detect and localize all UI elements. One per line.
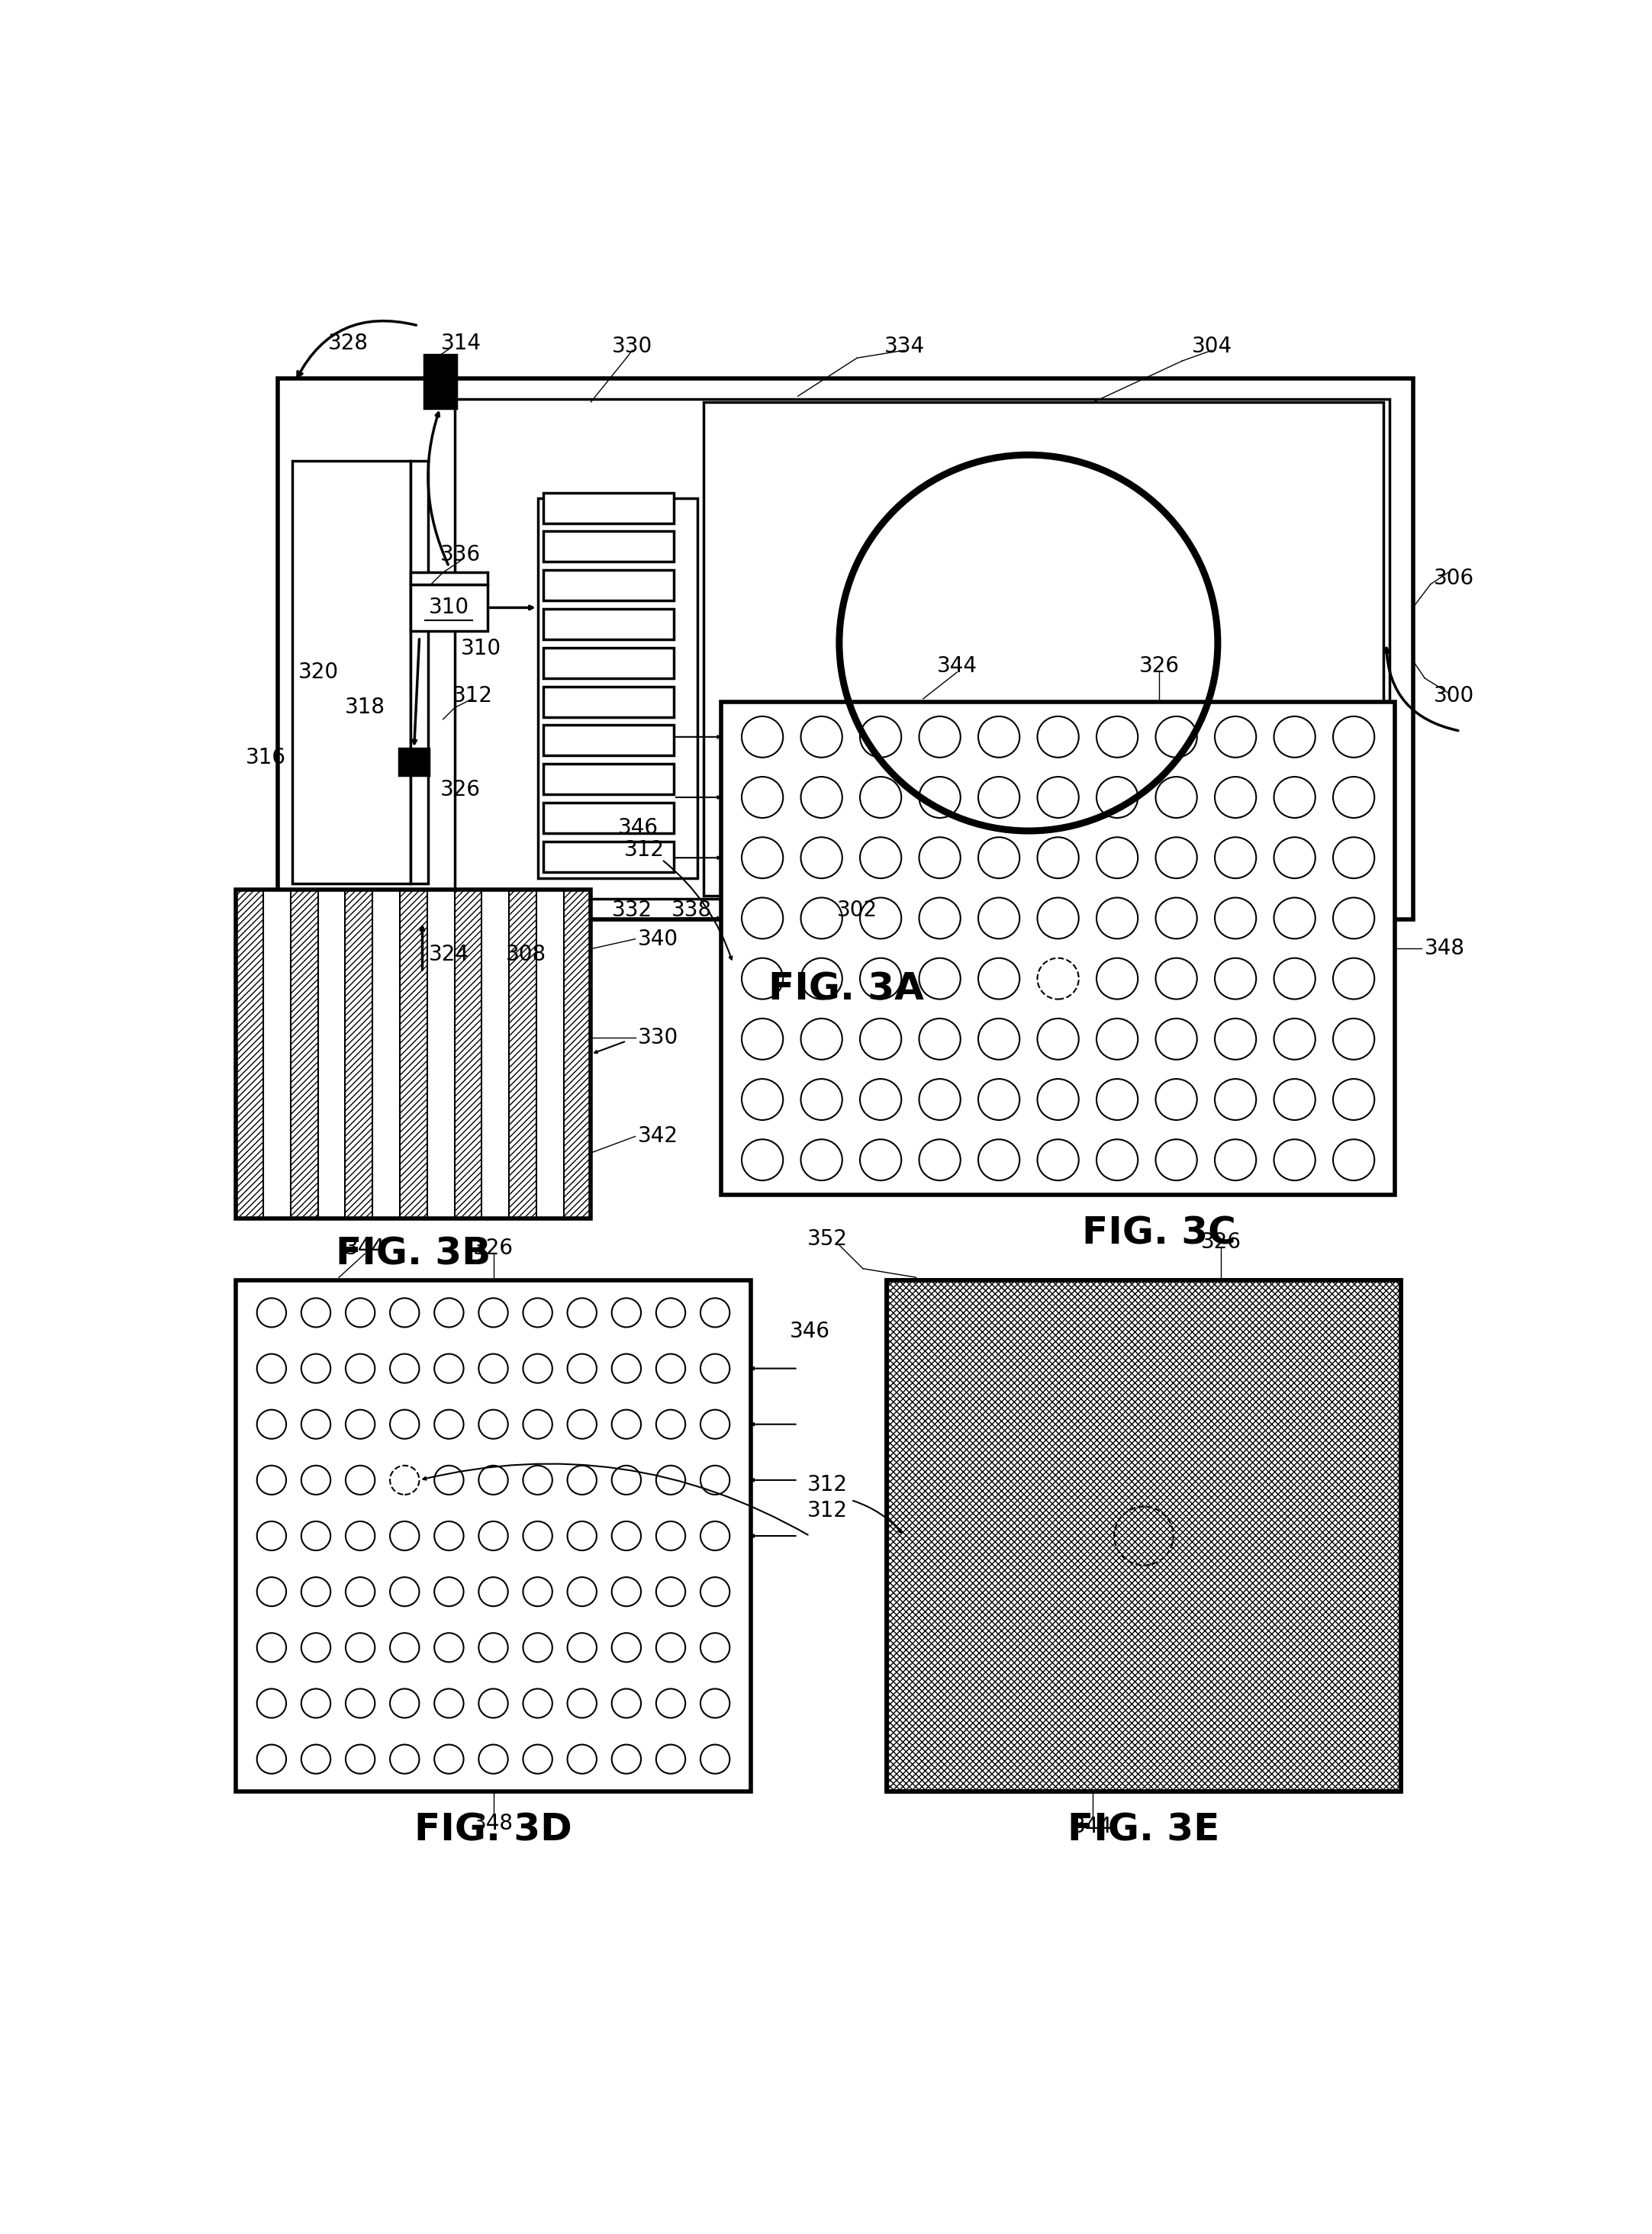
Text: 326: 326	[472, 1238, 514, 1258]
Text: 316: 316	[246, 746, 286, 768]
Text: 334: 334	[884, 335, 925, 357]
Bar	[704, 402, 1383, 896]
Bar	[720, 701, 1396, 1195]
Text: 318: 318	[345, 697, 385, 717]
Text: 344: 344	[345, 1238, 385, 1258]
Bar	[537, 498, 697, 878]
Bar	[410, 572, 487, 583]
Text: 344: 344	[937, 657, 978, 677]
Text: 340: 340	[638, 929, 679, 949]
Text: 348: 348	[472, 1814, 514, 1834]
Text: 330: 330	[611, 335, 653, 357]
Bar	[544, 764, 674, 795]
Bar	[544, 610, 674, 639]
Text: 346: 346	[790, 1320, 829, 1343]
Text: FIG. 3E: FIG. 3E	[1067, 1812, 1219, 1848]
Bar	[425, 355, 456, 409]
Text: 326: 326	[1201, 1231, 1241, 1253]
Text: 344: 344	[1072, 1816, 1112, 1836]
Text: 308: 308	[506, 943, 547, 965]
Text: 330: 330	[638, 1028, 679, 1048]
Text: FIG. 3B: FIG. 3B	[335, 1235, 491, 1271]
Bar	[887, 1280, 1401, 1792]
Text: 352: 352	[808, 1229, 847, 1249]
Bar	[454, 400, 1389, 898]
Bar	[236, 1280, 750, 1792]
Text: 332: 332	[611, 900, 653, 920]
Text: 324: 324	[430, 943, 469, 965]
Bar	[544, 842, 674, 871]
Bar	[544, 648, 674, 679]
Text: 342: 342	[638, 1126, 679, 1146]
Bar	[292, 460, 410, 885]
Bar	[400, 748, 430, 775]
Text: 346: 346	[618, 818, 659, 838]
Bar	[291, 889, 317, 1218]
Bar	[544, 686, 674, 717]
Text: 304: 304	[1191, 335, 1232, 357]
Bar	[887, 1280, 1401, 1792]
Bar	[410, 460, 428, 885]
Text: 310: 310	[461, 639, 501, 659]
Text: 306: 306	[1434, 567, 1475, 590]
Text: FIG. 3D: FIG. 3D	[415, 1812, 572, 1848]
Bar	[345, 889, 373, 1218]
Bar	[400, 889, 428, 1218]
Text: FIG. 3C: FIG. 3C	[1082, 1215, 1236, 1251]
Bar	[544, 726, 674, 755]
Text: 300: 300	[1434, 686, 1475, 706]
Bar	[544, 570, 674, 601]
Text: 320: 320	[299, 661, 339, 684]
Bar	[544, 532, 674, 561]
Text: 312: 312	[453, 686, 492, 706]
Bar	[509, 889, 537, 1218]
Bar	[413, 918, 431, 972]
Bar	[410, 583, 487, 632]
Bar	[236, 889, 263, 1218]
Text: 336: 336	[441, 545, 481, 565]
Text: 328: 328	[329, 333, 368, 353]
Bar	[278, 378, 1412, 918]
Text: 312: 312	[808, 1474, 847, 1495]
Text: 348: 348	[1424, 938, 1465, 958]
Bar	[236, 889, 591, 1218]
Text: 312: 312	[624, 840, 664, 860]
Text: 338: 338	[671, 900, 712, 920]
Text: 326: 326	[1138, 657, 1180, 677]
Bar	[454, 889, 482, 1218]
Bar	[563, 889, 591, 1218]
Text: 312: 312	[808, 1499, 847, 1521]
Text: 302: 302	[836, 900, 877, 920]
Text: 310: 310	[428, 596, 469, 619]
Text: FIG. 3A: FIG. 3A	[768, 972, 923, 1008]
Text: 326: 326	[439, 780, 481, 800]
Bar	[544, 802, 674, 833]
Bar	[544, 491, 674, 523]
Text: 314: 314	[441, 333, 481, 353]
